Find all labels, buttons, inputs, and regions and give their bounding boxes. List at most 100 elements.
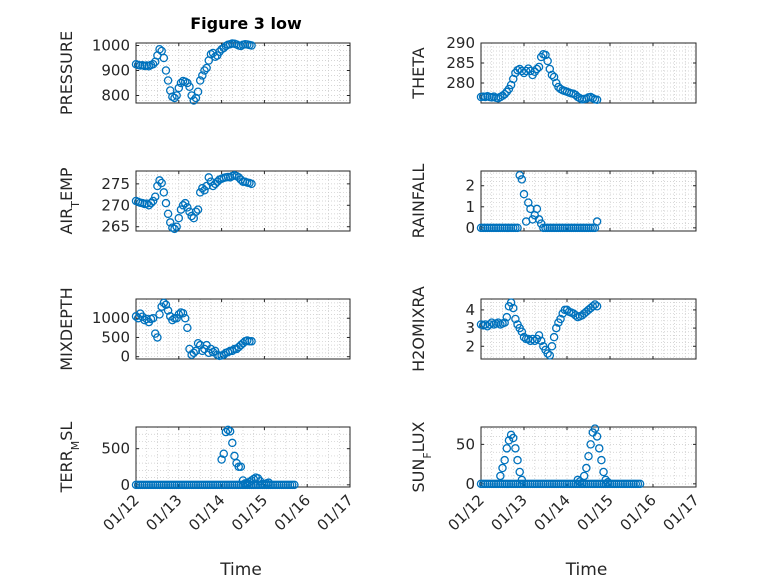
data-point [592, 95, 602, 105]
data-point [635, 479, 645, 489]
y-tick-label: 0 [465, 219, 475, 237]
data-point [178, 201, 188, 210]
y-tick-label: 2 [465, 337, 475, 355]
x-tick-label: 01/13 [488, 491, 531, 534]
data-point [148, 60, 158, 69]
data-point [515, 170, 524, 180]
data-point [163, 76, 173, 85]
y-axis-label: SUNFLUX [409, 421, 434, 492]
data-point [579, 471, 589, 481]
data-point [174, 310, 184, 319]
data-point [221, 427, 231, 437]
data-point [545, 351, 555, 360]
x-tick-label: 01/15 [574, 491, 617, 534]
x-tick-label: 01/16 [617, 491, 660, 534]
data-point [536, 219, 546, 228]
data-point [543, 349, 552, 358]
data-point [536, 336, 546, 346]
data-point [202, 63, 211, 73]
data-point [159, 188, 169, 197]
data-point [519, 189, 529, 199]
y-axis-label: RAINFALL [409, 164, 428, 239]
y-axis-label: TERRMSL [57, 422, 82, 494]
data-point [219, 350, 228, 360]
data-point [195, 188, 205, 197]
data-point [247, 179, 256, 189]
y-axis-label: H2OMIXRA [409, 286, 428, 372]
data-point [508, 433, 518, 443]
data-point [515, 467, 524, 477]
data-point [290, 480, 299, 490]
y-tick-label: 0 [120, 476, 130, 494]
data-point [189, 96, 199, 105]
data-point [562, 305, 572, 315]
data-point [502, 312, 512, 322]
y-tick-label: 900 [101, 62, 130, 80]
data-point [172, 222, 181, 231]
data-point [155, 45, 164, 54]
data-point [592, 217, 602, 226]
data-point [187, 91, 196, 100]
y-tick-label: 800 [101, 87, 130, 105]
data-point [517, 475, 527, 485]
subplot-2: 280 285 290 THETA [409, 34, 697, 105]
y-axis-label: MIXDEPTH [57, 287, 76, 370]
data-point [586, 440, 595, 449]
data-point [485, 320, 494, 329]
data-point [496, 471, 505, 481]
data-point [549, 332, 559, 342]
y-axis-label: THETA [409, 47, 428, 99]
data-point [599, 467, 608, 477]
data-point [187, 211, 196, 221]
data-point [144, 201, 154, 210]
data-point [543, 56, 552, 66]
data-point [193, 87, 203, 97]
data-point [206, 177, 216, 186]
data-point [595, 444, 604, 453]
x-tick-label: 01/12 [445, 491, 488, 534]
data-point [146, 198, 156, 208]
y-tick-label: 50 [456, 435, 475, 453]
data-point [230, 451, 239, 461]
y-tick-label: 275 [101, 175, 130, 193]
data-point [153, 333, 162, 342]
data-point [532, 64, 542, 74]
data-point [174, 83, 184, 93]
y-tick-label: 0 [120, 348, 130, 366]
y-tick-label: 1000 [92, 309, 130, 327]
data-point [161, 66, 171, 75]
data-point [517, 175, 527, 184]
axes-box [480, 42, 697, 104]
data-point [185, 82, 194, 92]
data-point [161, 198, 171, 208]
data-point [163, 209, 173, 219]
subplot-1: 800 900 1000 PRESSURE [57, 31, 351, 115]
subplot-6: 234 H2OMIXRA [409, 286, 697, 372]
data-point [208, 181, 218, 191]
data-point [178, 308, 188, 318]
data-point [193, 205, 203, 214]
data-point [592, 302, 602, 311]
x-tick-label: 01/14 [185, 491, 228, 534]
data-point [198, 183, 207, 193]
data-point [530, 336, 540, 346]
data-point [225, 427, 235, 436]
y-tick-label: 1000 [92, 37, 130, 55]
data-point [552, 78, 561, 88]
y-tick-label: 2 [465, 177, 475, 195]
data-point [534, 215, 544, 224]
data-point [552, 323, 561, 333]
data-point [165, 218, 175, 227]
data-point [597, 455, 606, 465]
data-point [506, 298, 516, 307]
data-point [513, 223, 522, 233]
data-point [498, 463, 507, 473]
figure-title: Figure 3 low [190, 14, 302, 33]
data-point [174, 213, 184, 223]
x-tick-label: 01/14 [531, 491, 574, 534]
data-point [590, 424, 600, 433]
y-tick-label: 500 [101, 440, 130, 458]
y-tick-label: 265 [101, 218, 130, 236]
data-point [159, 298, 169, 308]
axes-box [135, 170, 351, 232]
